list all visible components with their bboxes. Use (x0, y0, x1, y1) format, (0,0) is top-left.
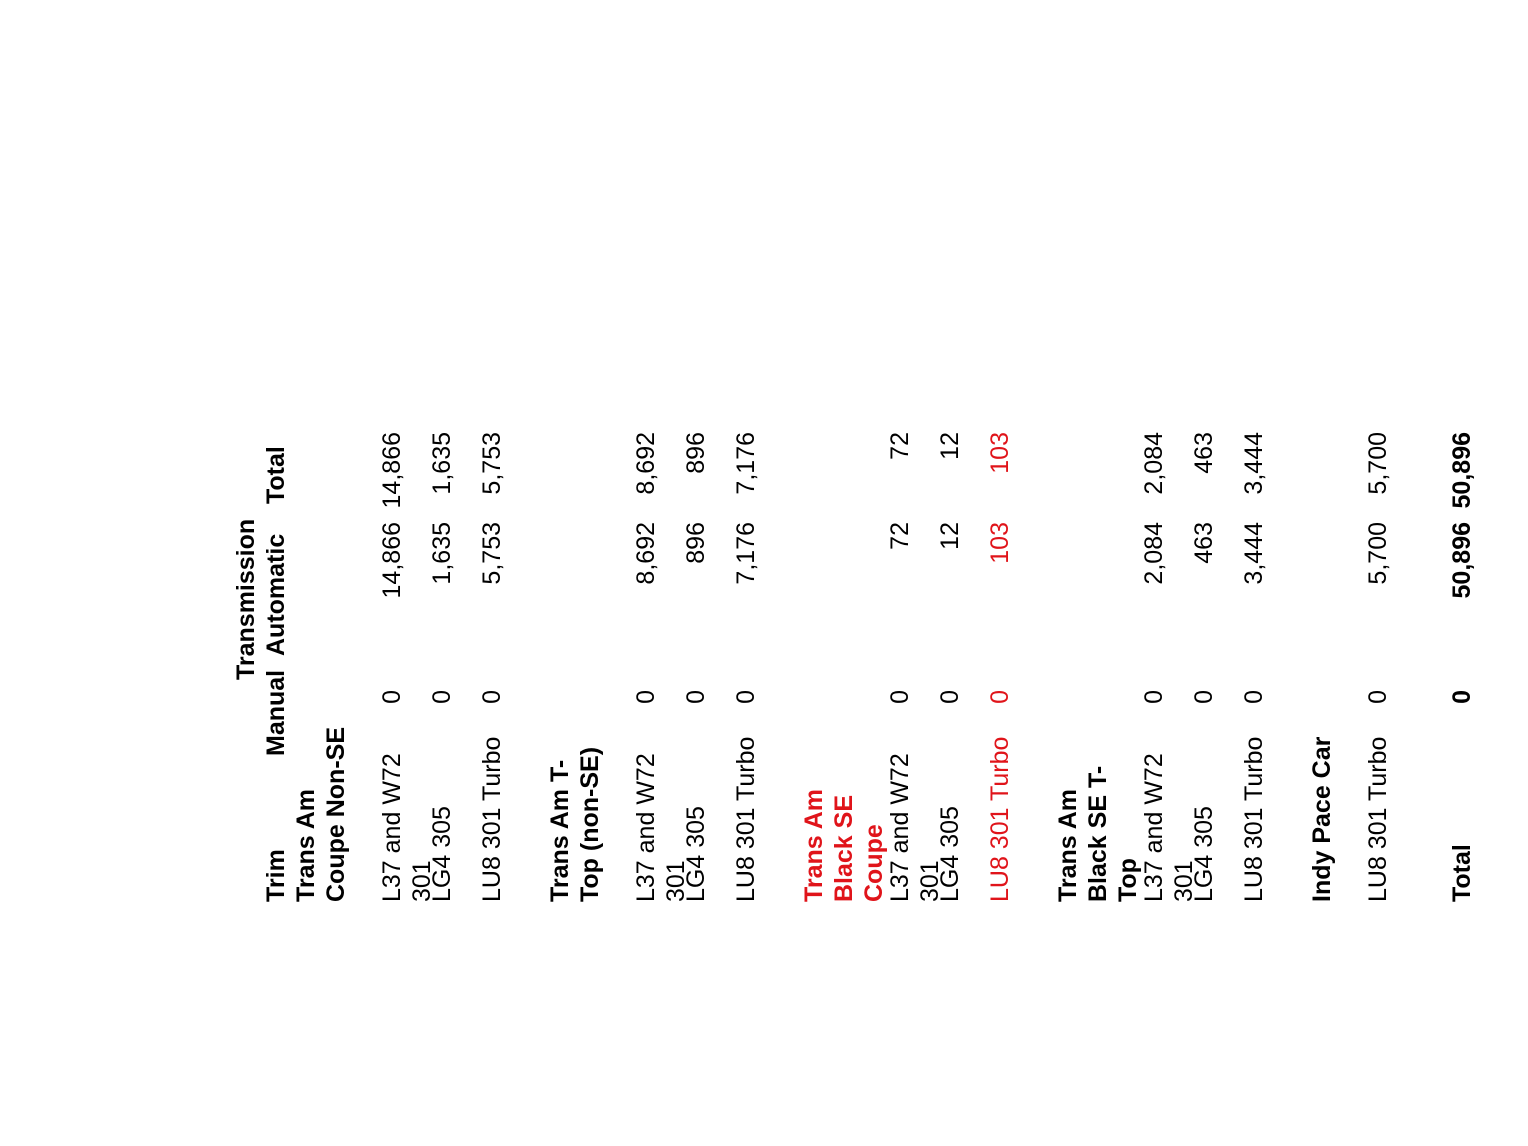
trim-cell: LG4 305 (936, 806, 964, 902)
total-cell: 12 (936, 432, 964, 460)
total-cell: 463 (1190, 432, 1218, 474)
automatic-cell: 2,084 (1140, 522, 1168, 585)
total-cell: 7,176 (732, 432, 760, 495)
trim-cell: Indy Pace Car (1308, 736, 1336, 902)
automatic-cell: 1,635 (428, 522, 456, 585)
automatic-cell: 8,692 (632, 522, 660, 585)
col-header-manual: Manual (262, 669, 290, 756)
col-header-total: Total (262, 446, 290, 504)
total-cell: 14,866 (378, 432, 406, 509)
automatic-cell: 5,700 (1364, 522, 1392, 585)
automatic-cell: 14,866 (378, 522, 406, 599)
automatic-cell: 7,176 (732, 522, 760, 585)
total-cell: 896 (682, 432, 710, 474)
trim-cell: Trans Am Black SE T-Top (1054, 765, 1142, 902)
trim-cell: LU8 301 Turbo (732, 736, 760, 902)
trim-cell: LU8 301 Turbo (986, 736, 1014, 902)
manual-cell: 0 (378, 690, 406, 704)
total-cell: 1,635 (428, 432, 456, 495)
automatic-cell: 3,444 (1240, 522, 1268, 585)
manual-cell: 0 (1364, 690, 1392, 704)
total-cell: 103 (986, 432, 1014, 474)
manual-cell: 0 (1140, 690, 1168, 704)
total-cell: 72 (886, 432, 914, 460)
manual-cell: 0 (1190, 690, 1218, 704)
trim-cell: LG4 305 (682, 806, 710, 902)
trim-cell: LG4 305 (1190, 806, 1218, 902)
trim-cell: LU8 301 Turbo (1364, 736, 1392, 902)
trim-cell: LG4 305 (428, 806, 456, 902)
total-cell: 2,084 (1140, 432, 1168, 495)
trim-cell: LU8 301 Turbo (1240, 736, 1268, 902)
manual-cell: 0 (936, 690, 964, 704)
automatic-cell: 12 (936, 522, 964, 550)
manual-cell: 0 (986, 690, 1014, 704)
manual-cell: 0 (1240, 690, 1268, 704)
automatic-cell: 5,753 (478, 522, 506, 585)
trim-cell: Trans Am Coupe Non-SE (292, 727, 350, 902)
manual-cell: 0 (732, 690, 760, 704)
manual-cell: 0 (682, 690, 710, 704)
transmission-group-header: Transmission (232, 518, 260, 680)
total-cell: 3,444 (1240, 432, 1268, 495)
trim-cell: Trans Am T-Top (non-SE) (546, 746, 604, 902)
total-cell: 8,692 (632, 432, 660, 495)
manual-cell: 0 (428, 690, 456, 704)
trim-cell: LU8 301 Turbo (478, 736, 506, 902)
manual-cell: 0 (632, 690, 660, 704)
trim-cell: Trans Am Black SE Coupe (800, 788, 888, 902)
total-cell: 5,753 (478, 432, 506, 495)
production-table: Transmission Trim Manual Automatic Total… (232, 430, 1528, 910)
manual-cell: 0 (886, 690, 914, 704)
col-header-trim: Trim (262, 849, 290, 902)
automatic-cell: 50,896 (1448, 522, 1476, 599)
automatic-cell: 72 (886, 522, 914, 550)
automatic-cell: 103 (986, 522, 1014, 564)
automatic-cell: 896 (682, 522, 710, 564)
total-cell: 50,896 (1448, 432, 1476, 509)
trim-cell: Total (1448, 844, 1476, 902)
total-cell: 5,700 (1364, 432, 1392, 495)
manual-cell: 0 (478, 690, 506, 704)
manual-cell: 0 (1448, 690, 1476, 704)
col-header-automatic: Automatic (262, 533, 290, 656)
automatic-cell: 463 (1190, 522, 1218, 564)
